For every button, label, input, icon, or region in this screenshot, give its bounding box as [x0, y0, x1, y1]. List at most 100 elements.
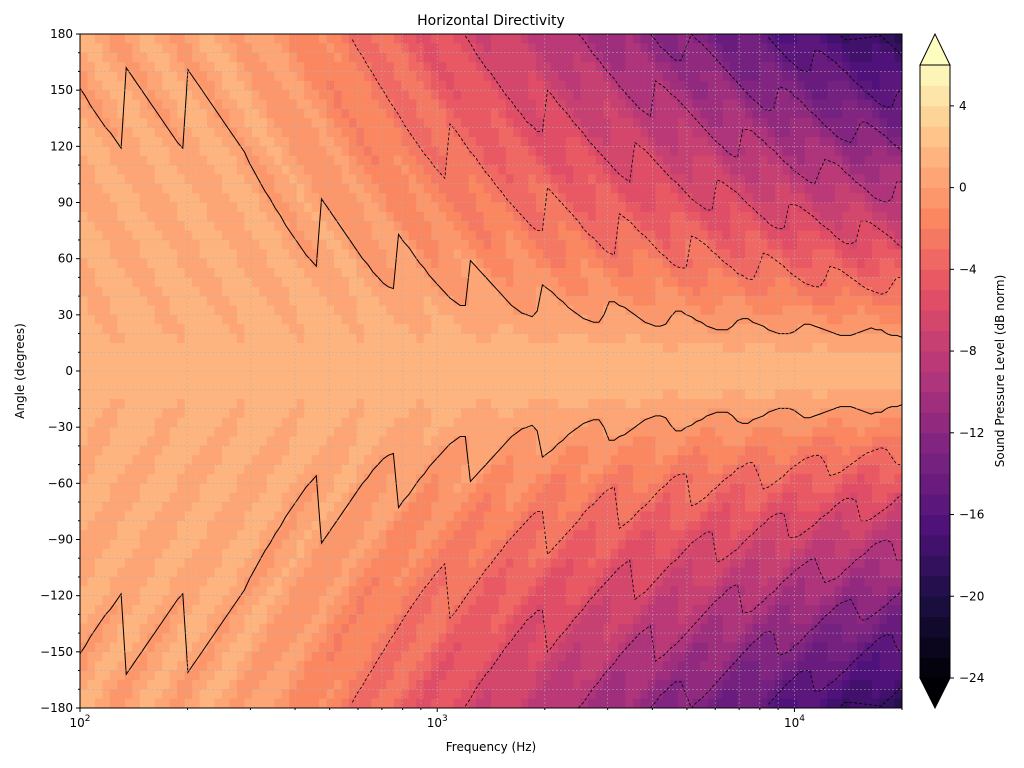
heat-cell — [319, 43, 328, 54]
heat-cell — [87, 436, 96, 447]
heat-cell — [558, 436, 567, 447]
heat-cell — [244, 642, 253, 653]
heat-cell — [326, 361, 335, 372]
heat-cell — [296, 455, 305, 466]
heat-cell — [356, 408, 365, 419]
heat-cell — [221, 371, 231, 381]
heat-cell — [251, 520, 260, 531]
heat-cell — [476, 361, 485, 372]
heat-cell — [431, 520, 440, 531]
heat-cell — [461, 34, 470, 44]
heat-cell — [565, 492, 574, 503]
heat-cell — [446, 352, 455, 363]
heat-cell — [236, 80, 245, 91]
heat-cell — [453, 473, 462, 484]
heat-cell — [80, 679, 89, 690]
heat-cell — [505, 445, 515, 456]
heat-cell — [117, 380, 126, 391]
heat-cell — [334, 202, 343, 213]
heat-cell — [371, 605, 380, 615]
heat-cell — [505, 211, 515, 222]
heat-cell — [401, 258, 410, 269]
heat-cell — [423, 511, 432, 522]
heat-cell — [319, 633, 328, 644]
heat-cell — [363, 249, 373, 260]
heat-cell — [184, 127, 193, 138]
heat-cell — [483, 193, 492, 204]
heat-cell — [520, 249, 529, 260]
heat-cell — [221, 314, 231, 325]
heat-cell — [229, 520, 238, 531]
heat-cell — [326, 436, 335, 447]
heat-cell — [80, 427, 89, 438]
heat-cell — [453, 34, 462, 44]
heat-cell — [214, 689, 223, 700]
heat-cell — [438, 473, 447, 484]
heat-cell — [102, 389, 111, 400]
heat-cell — [169, 174, 178, 185]
heat-cell — [393, 389, 402, 400]
heat-cell — [416, 530, 425, 541]
heat-cell — [558, 661, 567, 672]
heat-cell — [102, 193, 111, 204]
heat-cell — [468, 483, 477, 494]
heat-cell — [588, 502, 597, 513]
heat-cell — [94, 43, 104, 54]
heat-cell — [192, 62, 201, 73]
heat-cell — [80, 324, 89, 335]
heat-cell — [102, 202, 111, 213]
heat-cell — [266, 548, 275, 559]
heat-cell — [289, 576, 298, 587]
heat-cell — [408, 539, 417, 550]
heat-cell — [528, 558, 537, 569]
heat-cell — [177, 689, 186, 700]
heat-cell — [543, 268, 552, 278]
heat-cell — [461, 492, 470, 503]
heat-cell — [221, 136, 231, 147]
heat-cell — [393, 539, 402, 550]
heat-cell — [184, 314, 193, 325]
heat-cell — [311, 211, 320, 222]
heat-cell — [543, 99, 552, 110]
heat-cell — [236, 361, 245, 372]
heat-cell — [334, 492, 343, 503]
heat-cell — [588, 380, 597, 391]
heat-cell — [94, 258, 104, 269]
heat-cell — [236, 258, 245, 269]
heat-cell — [266, 614, 275, 625]
heat-cell — [80, 492, 89, 503]
heat-cell — [476, 520, 485, 531]
heat-cell — [341, 642, 350, 653]
heat-cell — [416, 52, 425, 63]
heat-cell — [438, 492, 447, 503]
heat-cell — [416, 174, 425, 185]
heat-cell — [416, 342, 425, 353]
heat-cell — [491, 614, 500, 625]
heat-cell — [580, 314, 589, 325]
heat-cell — [311, 277, 320, 288]
heat-cell — [311, 689, 320, 700]
heat-cell — [341, 670, 350, 681]
heat-cell — [468, 193, 477, 204]
heat-cell — [274, 202, 283, 213]
heat-cell — [371, 389, 380, 400]
heat-cell — [221, 305, 231, 316]
heat-cell — [94, 361, 104, 372]
heat-cell — [334, 445, 343, 456]
heat-cell — [304, 342, 313, 353]
heat-cell — [431, 436, 440, 447]
heat-cell — [565, 483, 574, 494]
heat-cell — [319, 651, 328, 662]
heat-cell — [341, 567, 350, 578]
heat-cell — [281, 361, 290, 372]
heat-cell — [236, 380, 245, 391]
heat-cell — [386, 239, 395, 250]
heat-cell — [244, 239, 253, 250]
heat-cell — [453, 698, 462, 708]
heat-cell — [87, 165, 96, 176]
heat-cell — [124, 305, 133, 316]
heat-cell — [274, 511, 283, 522]
heat-cell — [393, 127, 402, 138]
heat-cell — [87, 258, 96, 269]
heat-cell — [319, 670, 328, 681]
